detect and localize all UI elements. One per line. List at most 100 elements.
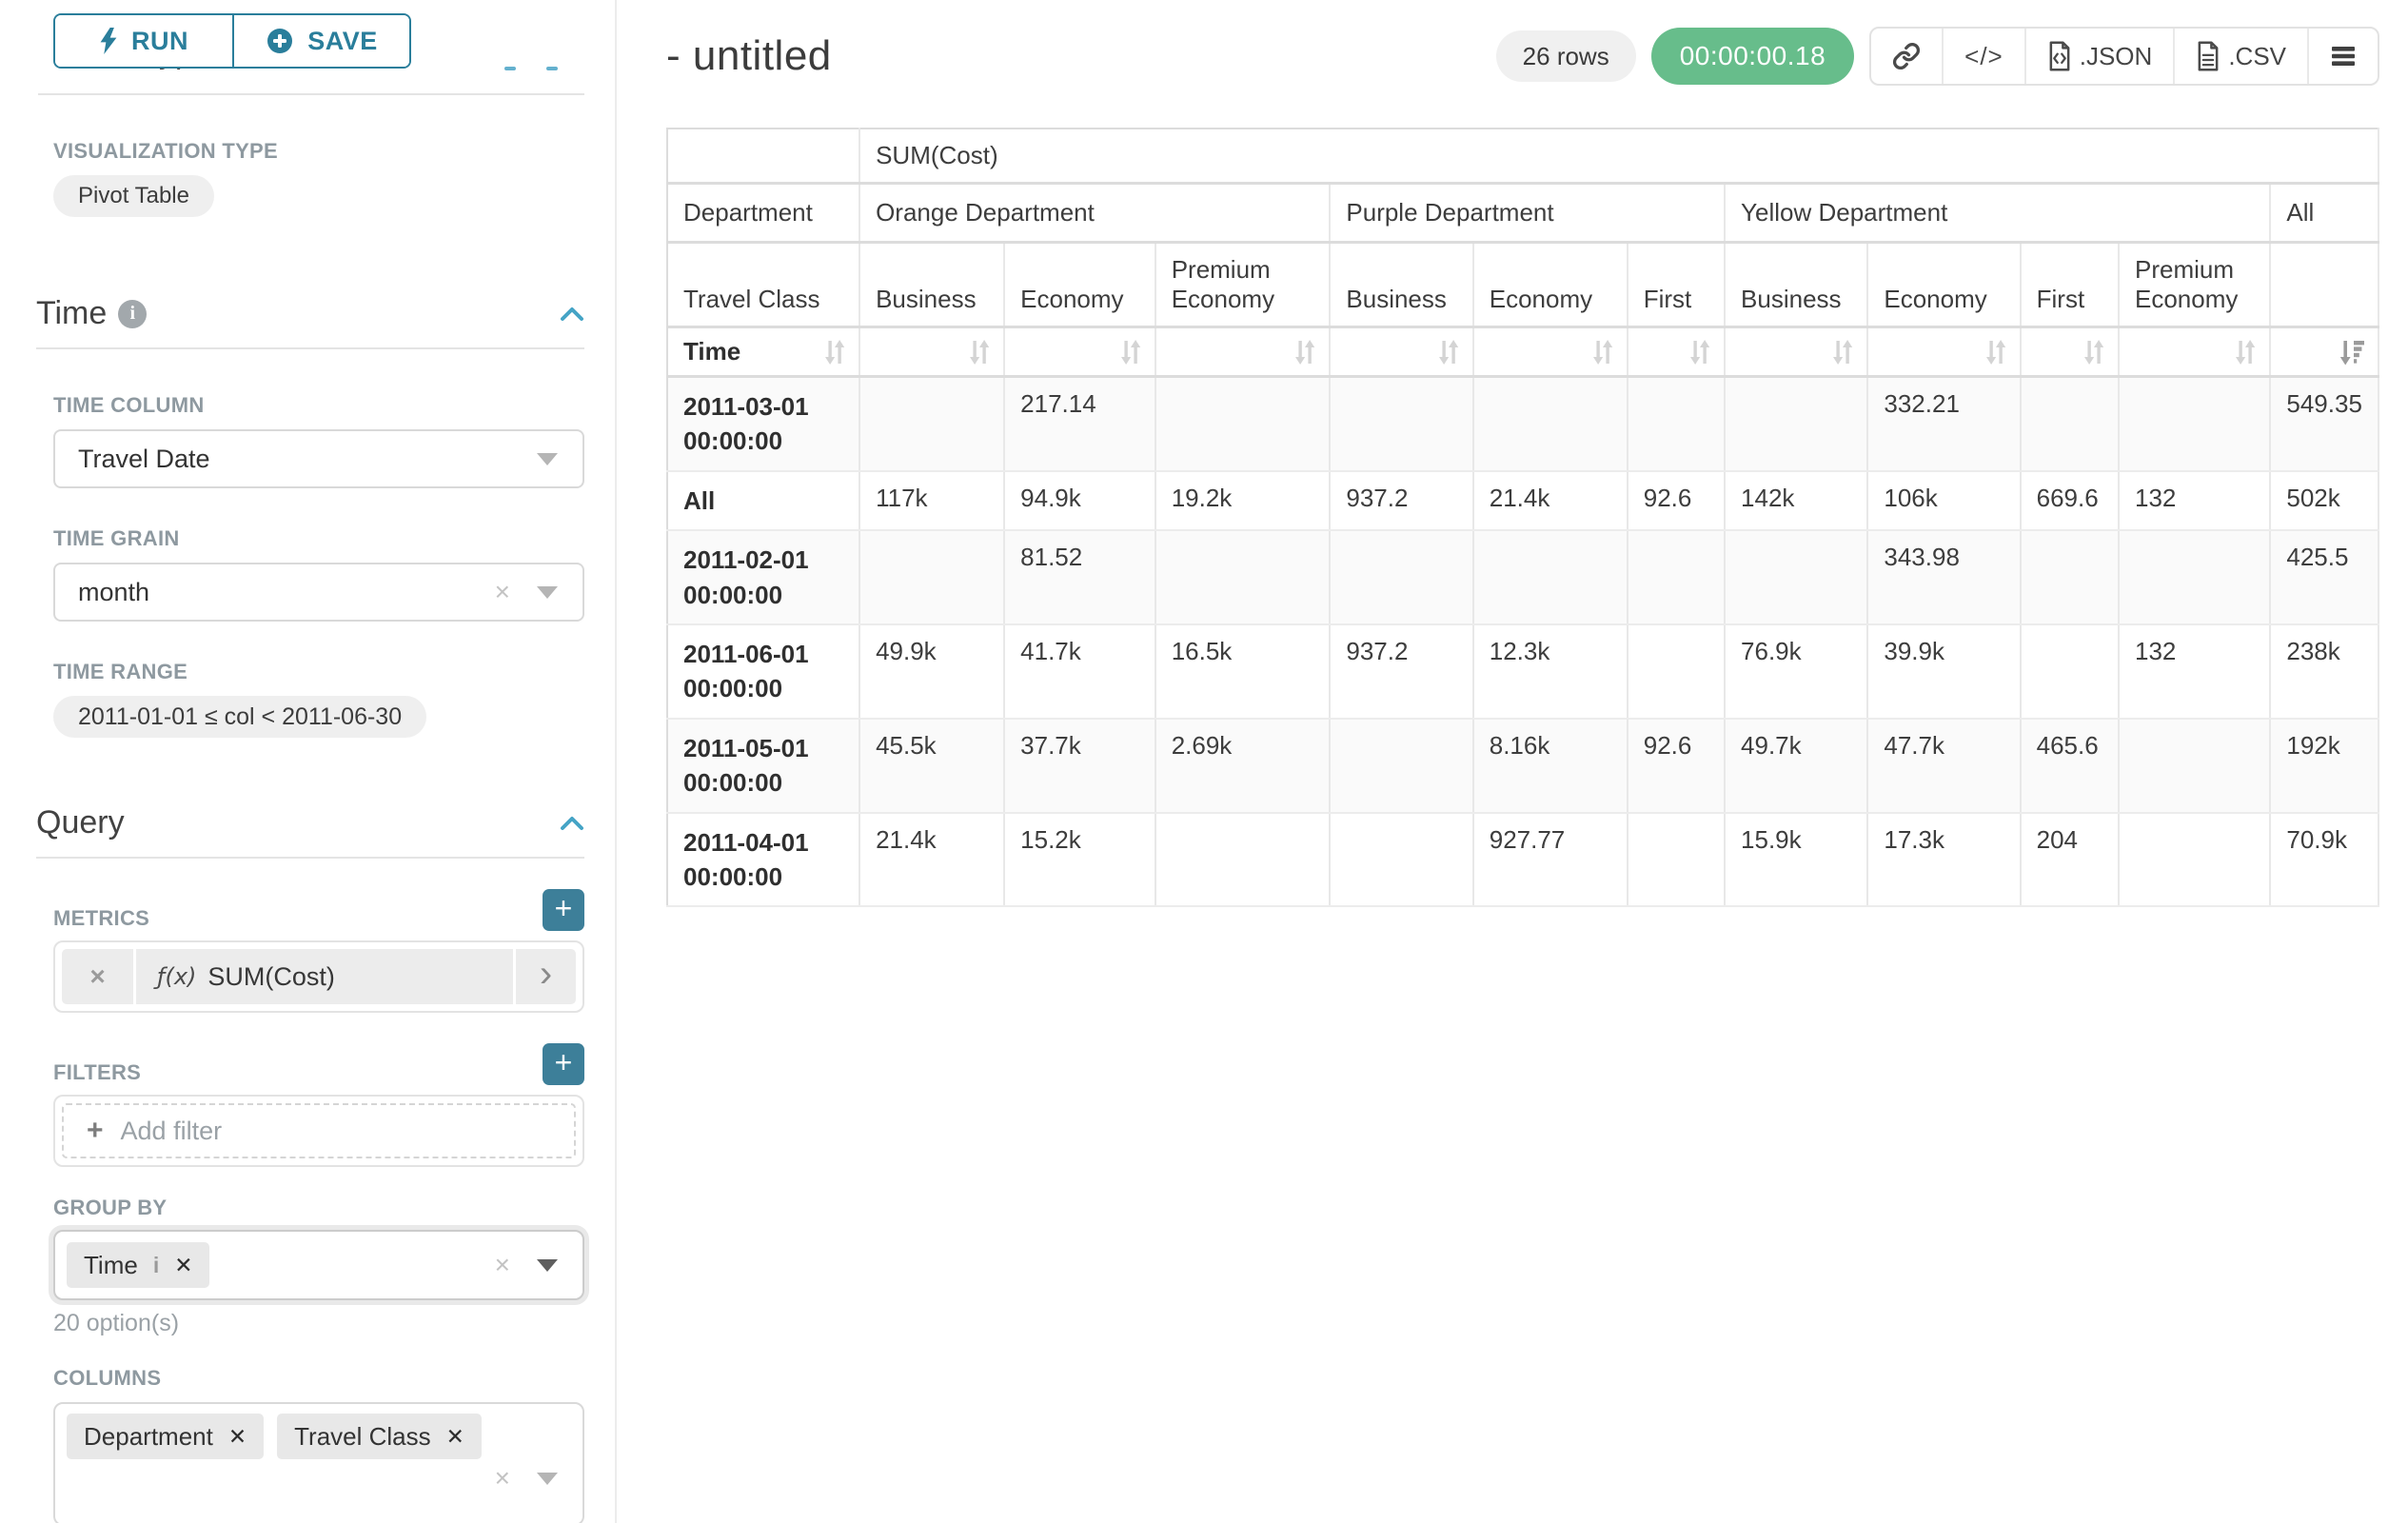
clear-icon[interactable]: × — [495, 1250, 510, 1280]
column-sort-header[interactable] — [1473, 327, 1628, 377]
sort-arrows-icon[interactable] — [2082, 338, 2106, 366]
sort-arrows-icon[interactable] — [1688, 338, 1712, 366]
column-sort-header[interactable] — [1628, 327, 1725, 377]
value-cell — [1473, 530, 1628, 624]
export-csv-label: .CSV — [2228, 42, 2286, 71]
section-divider — [38, 93, 584, 95]
value-cell: 332.21 — [1867, 377, 2020, 471]
table-row: 2011-02-01 00:00:0081.52343.98425.5 — [667, 530, 2378, 624]
selected-option-tag[interactable]: Travel Class✕ — [277, 1414, 482, 1459]
share-link-button[interactable] — [1871, 29, 1942, 84]
department-dimension-label: Department — [667, 184, 859, 243]
value-cell: 132 — [2119, 471, 2270, 530]
value-cell: 12.3k — [1473, 624, 1628, 719]
remove-metric-icon[interactable]: × — [62, 949, 136, 1004]
value-cell: 549.35 — [2270, 377, 2378, 471]
sort-arrows-icon[interactable] — [822, 338, 847, 366]
sort-arrows-icon[interactable] — [1590, 338, 1615, 366]
sort-arrows-icon[interactable] — [1436, 338, 1461, 366]
value-cell — [1725, 530, 1867, 624]
time-range-pill[interactable]: 2011-01-01 ≤ col < 2011-06-30 — [53, 696, 426, 738]
value-cell — [1628, 377, 1725, 471]
column-sort-header[interactable] — [2270, 327, 2378, 377]
query-section-header[interactable]: Query — [36, 804, 584, 841]
selected-option-tag[interactable]: Timei✕ — [67, 1242, 209, 1288]
sort-arrows-icon[interactable] — [967, 338, 992, 366]
columns-label: COLUMNS — [53, 1366, 584, 1391]
link-icon — [1892, 42, 1921, 70]
metric-name: SUM(Cost) — [207, 962, 335, 992]
tag-label: Department — [84, 1422, 213, 1452]
chevron-down-icon — [537, 1259, 558, 1272]
column-sort-header[interactable] — [1155, 327, 1331, 377]
chart-menu-button[interactable] — [2307, 29, 2378, 84]
value-cell: 238k — [2270, 624, 2378, 719]
info-icon[interactable]: i — [153, 1253, 159, 1278]
travel-class-header: Premium Economy — [1155, 243, 1331, 327]
selected-option-tag[interactable]: Department ✕ — [67, 1414, 264, 1459]
group-by-select[interactable]: Timei✕ × — [53, 1230, 584, 1300]
remove-tag-icon[interactable]: ✕ — [228, 1424, 247, 1450]
clear-icon[interactable]: × — [495, 1463, 510, 1493]
value-cell: 49.7k — [1725, 719, 1867, 813]
sidebar-topbar: Chart Type RUN SAVE — [53, 0, 584, 95]
time-grain-select[interactable]: month × — [53, 563, 584, 622]
value-cell: 21.4k — [1473, 471, 1628, 530]
column-sort-header[interactable] — [859, 327, 1004, 377]
embed-code-button[interactable]: </> — [1942, 29, 2024, 84]
pivot-corner-cell — [667, 129, 859, 184]
time-section-header[interactable]: Time i — [36, 295, 584, 332]
time-row-dimension-label: Time — [683, 337, 822, 366]
remove-tag-icon[interactable]: ✕ — [446, 1424, 464, 1450]
sort-amount-desc-icon[interactable] — [2338, 338, 2366, 366]
metric-pill-body[interactable]: ƒ(x) SUM(Cost) — [136, 949, 513, 1004]
filters-label: FILTERS — [53, 1060, 543, 1085]
sort-arrows-icon[interactable] — [1984, 338, 2008, 366]
column-sort-header[interactable] — [2119, 327, 2270, 377]
travel-class-header: Business — [1330, 243, 1472, 327]
department-group-header: Orange Department — [859, 184, 1330, 243]
value-cell: 92.6 — [1628, 719, 1725, 813]
add-filter-button[interactable]: + — [543, 1043, 584, 1085]
pivot-table: SUM(Cost)DepartmentOrange DepartmentPurp… — [666, 128, 2379, 907]
add-metric-button[interactable]: + — [543, 889, 584, 931]
value-cell: 937.2 — [1330, 471, 1472, 530]
chevron-up-icon[interactable] — [560, 306, 584, 323]
run-button[interactable]: RUN — [55, 15, 232, 67]
chevron-up-icon[interactable] — [560, 815, 584, 832]
row-label-cell: 2011-04-01 00:00:00 — [667, 813, 859, 907]
clear-icon[interactable]: × — [495, 577, 510, 607]
value-cell: 92.6 — [1628, 471, 1725, 530]
columns-select[interactable]: Department✕Travel Class✕ × — [53, 1402, 584, 1523]
time-column-value: Travel Date — [78, 445, 210, 474]
chart-title[interactable]: - untitled — [666, 32, 832, 80]
column-sort-header[interactable] — [2021, 327, 2119, 377]
value-cell: 106k — [1867, 471, 2020, 530]
columns-tags: Department✕Travel Class✕ — [67, 1414, 482, 1459]
column-sort-header[interactable] — [1725, 327, 1867, 377]
remove-tag-icon[interactable]: ✕ — [174, 1253, 192, 1278]
value-cell — [859, 530, 1004, 624]
value-cell — [2119, 813, 2270, 907]
sort-arrows-icon[interactable] — [1293, 338, 1317, 366]
column-sort-header[interactable] — [1867, 327, 2020, 377]
visualization-type-pill[interactable]: Pivot Table — [53, 175, 214, 217]
time-sort-header[interactable]: Time — [667, 327, 859, 377]
sort-arrows-icon[interactable] — [1118, 338, 1143, 366]
sort-arrows-icon[interactable] — [2233, 338, 2258, 366]
column-sort-header[interactable] — [1330, 327, 1472, 377]
column-sort-header[interactable] — [1004, 327, 1155, 377]
metric-expand-icon[interactable]: › — [513, 949, 576, 1004]
sort-arrows-icon[interactable] — [1830, 338, 1855, 366]
value-cell — [1628, 813, 1725, 907]
value-cell: 15.9k — [1725, 813, 1867, 907]
chevron-down-icon — [537, 1473, 558, 1485]
time-column-select[interactable]: Travel Date — [53, 429, 584, 488]
value-cell: 41.7k — [1004, 624, 1155, 719]
export-json-button[interactable]: .JSON — [2024, 29, 2174, 84]
export-csv-button[interactable]: .CSV — [2173, 29, 2307, 84]
filters-dropzone: + Add filter — [53, 1095, 584, 1167]
save-button[interactable]: SAVE — [232, 15, 409, 67]
value-cell — [1330, 530, 1472, 624]
add-filter-placeholder[interactable]: + Add filter — [62, 1103, 576, 1158]
